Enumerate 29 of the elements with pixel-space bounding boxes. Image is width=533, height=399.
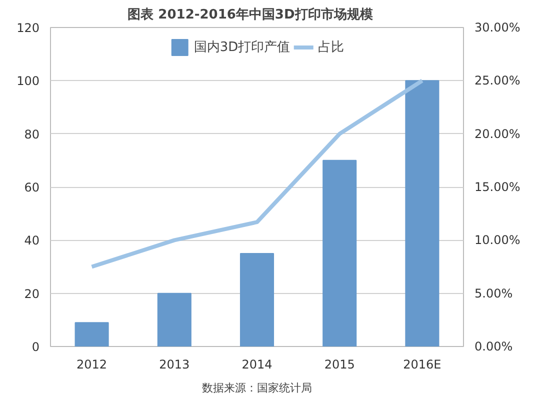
line-series — [90, 78, 424, 269]
y2-tick-label: 0.00% — [474, 340, 513, 354]
y2-tick-label: 15.00% — [474, 180, 520, 194]
x-tick-label: 2013 — [159, 358, 190, 372]
y2-tick-label: 10.00% — [474, 233, 520, 248]
y-tick-label: 60 — [24, 180, 40, 194]
y-tick-label: 20 — [24, 286, 40, 301]
y-tick-label: 100 — [16, 74, 40, 88]
y2-tick-label: 25.00% — [474, 74, 520, 88]
source-note: 数据来源：国家统计局 — [202, 382, 312, 394]
bar — [74, 322, 109, 346]
y2-tick-label: 5.00% — [474, 286, 513, 300]
legend-label: 国内3D打印产值 — [194, 39, 290, 56]
bar — [240, 252, 274, 346]
chart-title: 图表 2012-2016年中国3D打印市场规模 — [128, 6, 373, 22]
x-tick-label: 2015 — [324, 358, 355, 372]
y-tick-label: 40 — [24, 234, 40, 248]
y-tick-label: 80 — [24, 127, 40, 142]
legend-label: 占比 — [318, 39, 344, 56]
y-tick-label: 120 — [16, 21, 40, 35]
bar — [157, 292, 192, 346]
x-tick-label: 2012 — [76, 358, 108, 372]
x-tick-label: 2016E — [403, 358, 442, 372]
y2-tick-label: 20.00% — [474, 126, 520, 141]
y2-tick-label: 30.00% — [474, 20, 520, 34]
y-tick-label: 0 — [32, 340, 40, 354]
bar — [405, 80, 440, 346]
x-tick-label: 2014 — [242, 358, 272, 372]
bar — [322, 160, 357, 346]
